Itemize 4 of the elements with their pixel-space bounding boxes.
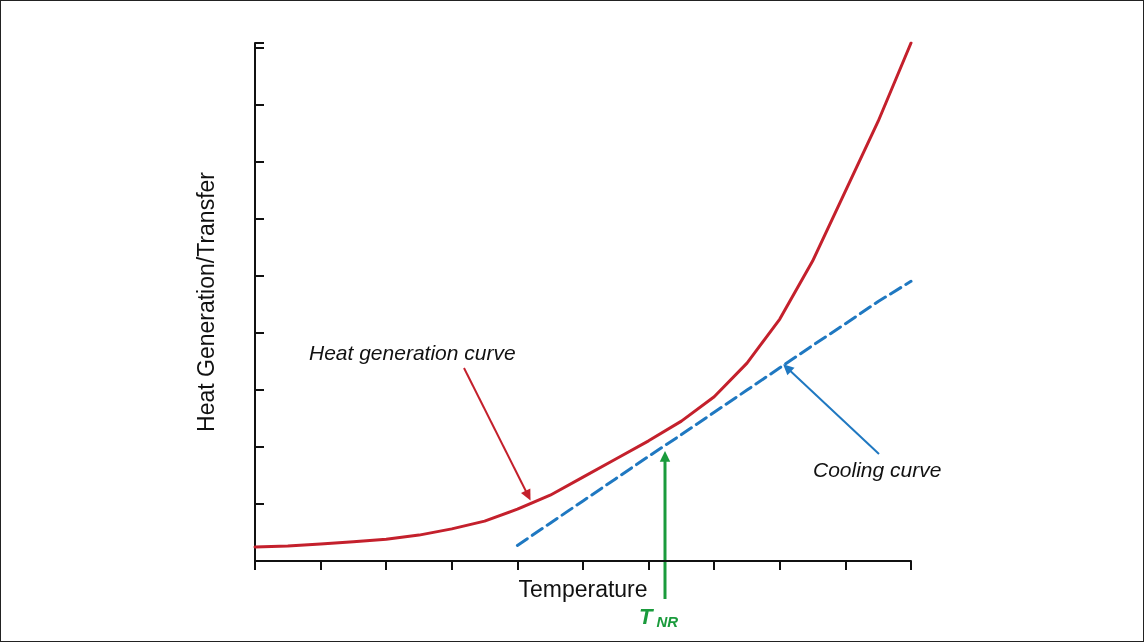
x-axis-title: Temperature xyxy=(518,575,648,602)
annotation: Cooling curve xyxy=(813,458,942,481)
annotation: Heat generation curve xyxy=(309,341,516,364)
y-axis-title: Heat Generation/Transfer xyxy=(192,171,219,432)
